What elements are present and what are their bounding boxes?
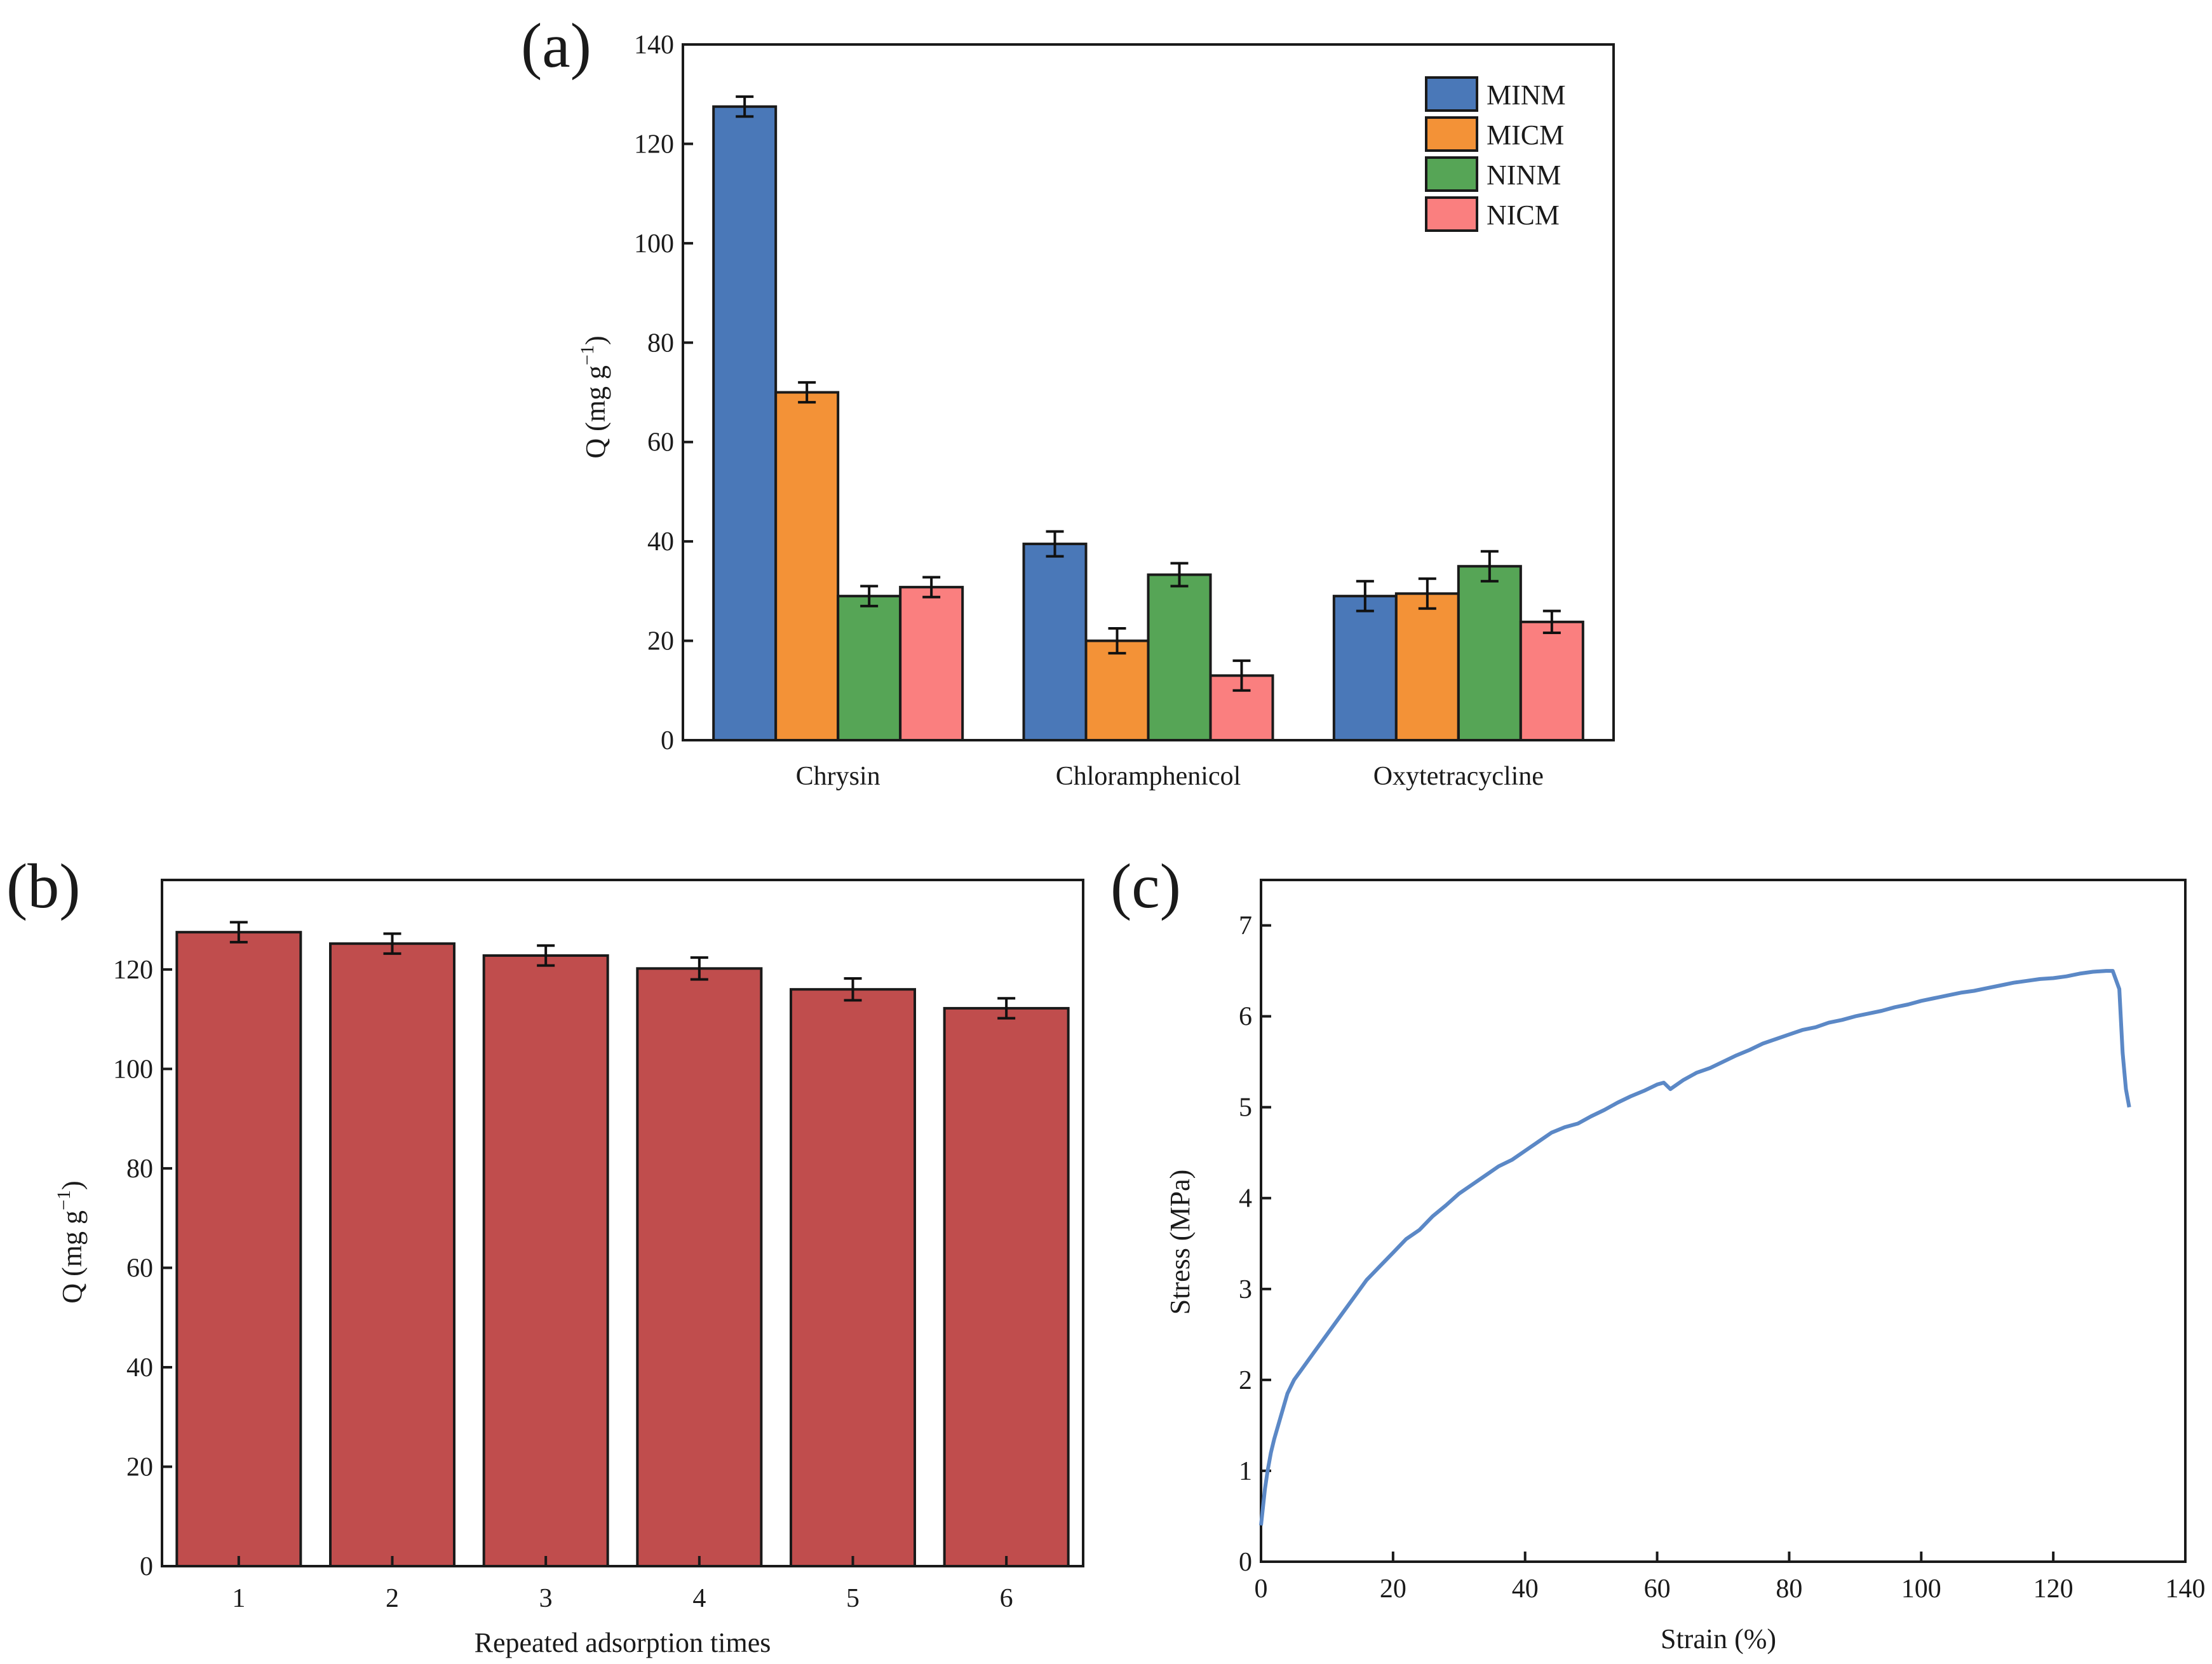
panel-b-x-tick-label: 6 — [1000, 1584, 1013, 1613]
panel-a-y-tick-label: 60 — [647, 428, 674, 457]
panel-c-x-tick-label: 20 — [1380, 1574, 1406, 1604]
panel-b-y-tick-label: 100 — [113, 1055, 153, 1084]
panel-a-bar-ninm — [1457, 565, 1522, 741]
panel-a-bar-minm — [1022, 543, 1088, 742]
panel-c-y-tick-label: 0 — [1239, 1548, 1252, 1577]
panel-a-bar-ninm — [1147, 573, 1212, 742]
panel-a-legend: MINM MICM NINM NICM — [1425, 76, 1566, 232]
panel-b-plot-frame — [161, 879, 1084, 1567]
panel-b-y-tick-label: 60 — [126, 1254, 153, 1283]
panel-a-bar-minm — [1332, 595, 1398, 742]
panel-a-x-tick-label: Chrysin — [796, 762, 880, 791]
panel-c-x-tick-label: 140 — [2166, 1574, 2206, 1604]
panel-b-y-tick-label: 80 — [126, 1154, 153, 1184]
panel-a-chart: Chrysin Chloramphenicol Oxytetracycline 0 20… — [521, 10, 1615, 791]
panel-b-y-tick-label: 40 — [126, 1353, 153, 1383]
panel-a-bar-nicm — [899, 586, 964, 741]
panel-a-bar-micm — [774, 391, 840, 741]
panel-a-y-tick-label: 0 — [661, 726, 674, 755]
panel-a-bar-micm — [1394, 592, 1460, 742]
panel-b-bar — [790, 988, 916, 1568]
panel-b-bar — [482, 954, 609, 1567]
panel-a-legend-label-micm: MICM — [1487, 119, 1564, 151]
panel-c-x-tick-label: 100 — [1901, 1574, 1941, 1604]
panel-b-label: (b) — [6, 851, 81, 921]
panel-c-y-tick-label: 3 — [1239, 1275, 1252, 1304]
panel-b-bar — [329, 942, 455, 1568]
panel-b-y-tick-label: 120 — [113, 956, 153, 985]
panel-c-y-tick-label: 6 — [1239, 1003, 1252, 1032]
panel-c-stress-strain-line — [1259, 969, 2131, 1526]
panel-a-legend-swatch-minm — [1425, 76, 1478, 112]
panel-a-legend-label-ninm: NINM — [1487, 159, 1561, 191]
panel-b-x-tick-label: 1 — [232, 1584, 245, 1613]
panel-b-x-tick-label: 4 — [692, 1584, 706, 1613]
panel-a-legend-swatch-micm — [1425, 116, 1478, 152]
panel-c-y-tick-label: 1 — [1239, 1457, 1252, 1486]
panel-a-x-tick-label: Chloramphenicol — [1056, 762, 1241, 791]
panel-a-y-axis-label: Q (mg g−1) — [577, 335, 611, 458]
panel-c-chart: 0 1 2 3 4 5 6 7 0 20 40 60 80 100 120 140 (c) Stress (M… — [1110, 851, 2206, 1654]
panel-a-y-tick-label: 80 — [647, 328, 674, 358]
panel-c-y-axis-label: Stress (MPa) — [1164, 1170, 1196, 1315]
panel-a-y-tick-label: 20 — [647, 627, 674, 656]
panel-b-x-tick-label: 2 — [386, 1584, 399, 1613]
panel-c-x-tick-label: 0 — [1255, 1574, 1268, 1604]
panel-c-y-tick-label: 4 — [1239, 1184, 1252, 1214]
panel-a-y-tick-label: 100 — [634, 229, 674, 259]
panel-b-bars — [175, 921, 1070, 1568]
panel-b-y-tick-label: 20 — [126, 1452, 153, 1482]
panel-c-axes: 0 1 2 3 4 5 6 7 0 20 40 60 80 100 120 140 — [1239, 879, 2206, 1604]
panel-b-x-axis-label: Repeated adsorption times — [475, 1627, 771, 1658]
panel-a-bars — [712, 95, 1584, 742]
panel-b-bar — [943, 1006, 1070, 1568]
panel-c-y-tick-label: 2 — [1239, 1366, 1252, 1395]
panel-c-x-tick-label: 120 — [2033, 1574, 2074, 1604]
panel-a-label: (a) — [521, 10, 591, 81]
panel-a-bar-micm — [1084, 639, 1150, 741]
panel-c-label: (c) — [1110, 851, 1181, 921]
panel-a-legend-swatch-nicm — [1425, 196, 1478, 232]
panel-a-legend-label-nicm: NICM — [1487, 200, 1560, 231]
panel-a-plot-frame — [682, 43, 1615, 741]
panel-b-x-tick-label: 3 — [539, 1584, 553, 1613]
panel-a-bar-ninm — [837, 595, 902, 742]
panel-a-y-tick-label: 40 — [647, 527, 674, 557]
panel-c-x-tick-label: 40 — [1512, 1574, 1539, 1604]
panel-a-bar-minm — [712, 105, 778, 741]
panel-b-y-tick-label: 0 — [140, 1552, 153, 1581]
panel-c-x-tick-label: 60 — [1644, 1574, 1671, 1604]
panel-a-x-tick-label: Oxytetracycline — [1373, 762, 1544, 791]
panel-c-x-axis-label: Strain (%) — [1661, 1623, 1776, 1654]
panel-c-line — [1259, 969, 2131, 1526]
panel-a-legend-label-minm: MINM — [1487, 79, 1566, 111]
panel-c-y-tick-label: 7 — [1239, 912, 1252, 941]
panel-c-plot-frame — [1260, 879, 2187, 1563]
panel-a-axes: Chrysin Chloramphenicol Oxytetracycline 0 20… — [634, 30, 1615, 791]
panel-a-bar-nicm — [1519, 620, 1584, 741]
panel-c-x-tick-label: 80 — [1776, 1574, 1802, 1604]
panel-a-y-tick-label: 120 — [634, 130, 674, 159]
panel-a-y-tick-label: 140 — [634, 30, 674, 60]
panel-b-bar — [175, 931, 302, 1568]
panel-a-legend-swatch-ninm — [1425, 156, 1478, 192]
panel-b-bar — [636, 967, 763, 1567]
panel-c-y-tick-label: 5 — [1239, 1093, 1252, 1123]
panel-b-x-tick-label: 5 — [846, 1584, 860, 1613]
panel-b-y-axis-label: Q (mg g−1) — [53, 1180, 88, 1303]
